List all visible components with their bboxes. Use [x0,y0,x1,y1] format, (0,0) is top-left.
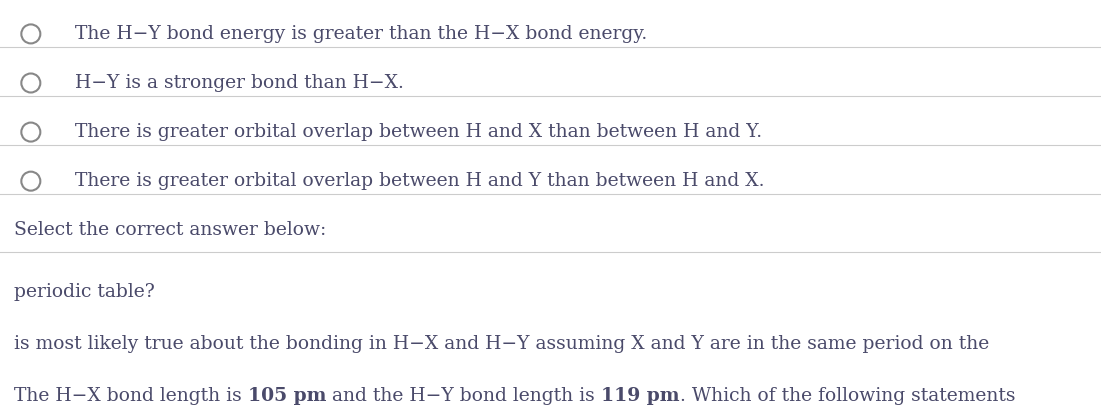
Text: Select the correct answer below:: Select the correct answer below: [14,221,327,239]
Text: The H−Y bond energy is greater than the H−X bond energy.: The H−Y bond energy is greater than the … [75,25,647,43]
Text: 119 pm: 119 pm [601,387,679,405]
Text: The H−X bond length is: The H−X bond length is [14,387,248,405]
Text: and the H−Y bond length is: and the H−Y bond length is [326,387,601,405]
Text: 105 pm: 105 pm [248,387,326,405]
Text: . Which of the following statements: . Which of the following statements [679,387,1015,405]
Text: is most likely true about the bonding in H−X and H−Y assuming X and Y are in the: is most likely true about the bonding in… [14,335,990,353]
Text: H−Y is a stronger bond than H−X.: H−Y is a stronger bond than H−X. [75,74,404,92]
Text: periodic table?: periodic table? [14,283,155,301]
Text: There is greater orbital overlap between H and X than between H and Y.: There is greater orbital overlap between… [75,123,762,141]
Text: There is greater orbital overlap between H and Y than between H and X.: There is greater orbital overlap between… [75,172,764,190]
